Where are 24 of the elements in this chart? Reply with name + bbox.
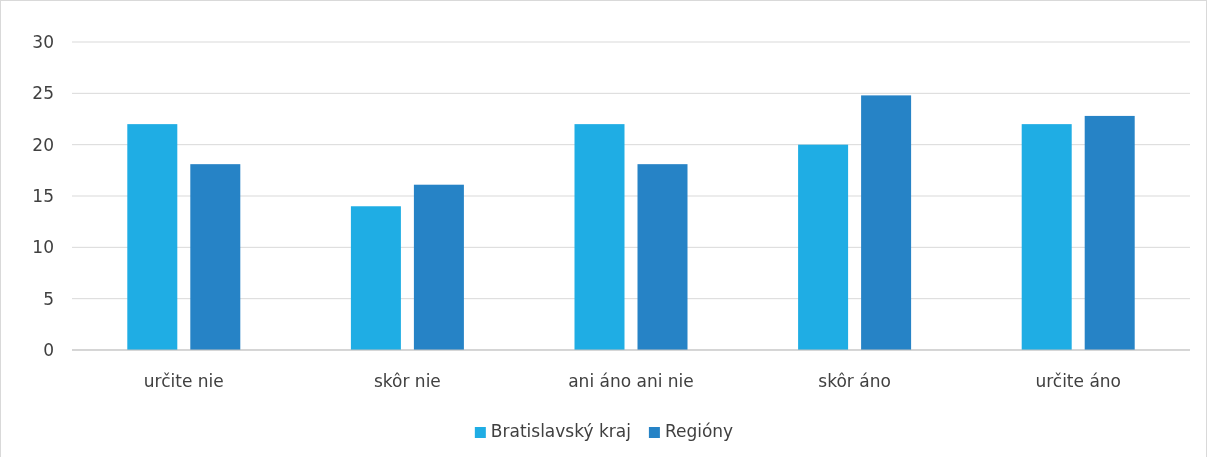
legend-label: Regióny [664,421,734,441]
bar [637,164,688,350]
y-tick-label: 5 [43,288,54,309]
bar [413,184,464,350]
x-tick-label: určite nie [143,371,224,391]
legend-label: Bratislavský kraj [490,421,631,441]
bar [190,164,241,350]
x-tick-label: skôr áno [818,371,891,391]
x-tick-label: skôr nie [373,371,441,391]
bar [574,124,625,350]
x-tick-label: určite áno [1035,371,1121,391]
bar [1084,115,1135,350]
bar [350,206,401,350]
y-tick-label: 15 [32,185,54,206]
bar [798,144,849,350]
bar [1021,124,1072,350]
y-tick-label: 10 [32,237,54,258]
bar [861,95,912,350]
y-tick-label: 30 [32,31,54,52]
y-tick-label: 20 [32,134,54,155]
y-tick-label: 0 [43,339,54,360]
bar [127,124,178,350]
y-tick-label: 25 [32,83,54,104]
x-tick-label: ani áno ani nie [568,371,694,391]
